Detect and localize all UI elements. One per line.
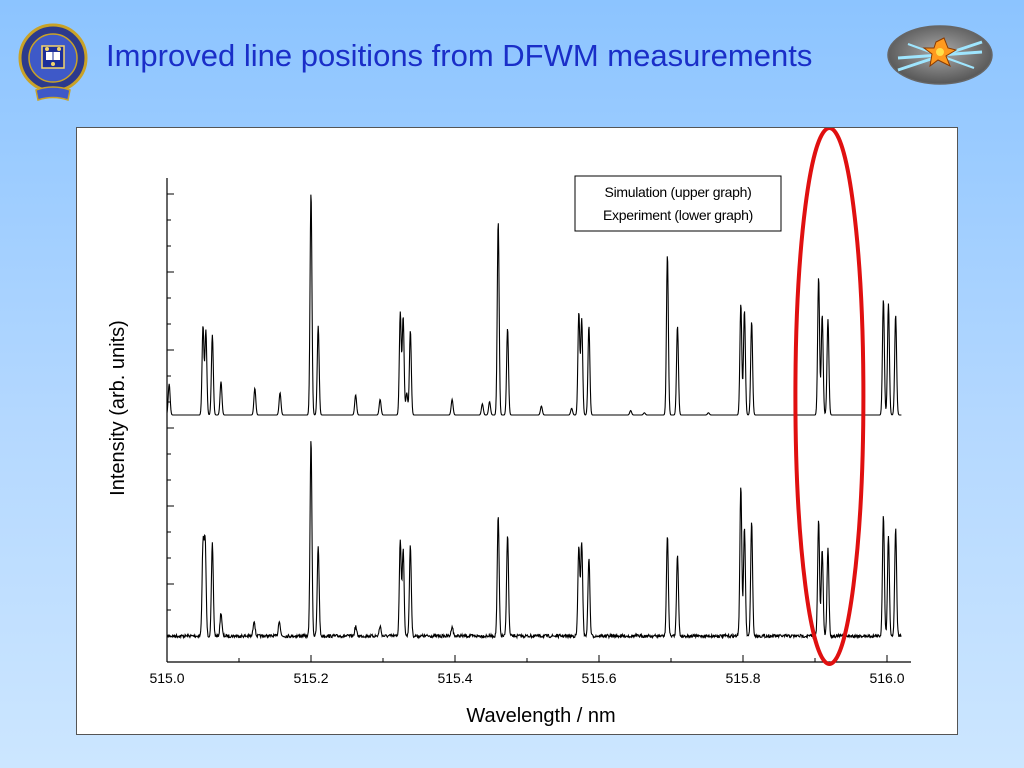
series-line-simulation (166, 194, 902, 416)
spectrum-chart: 515.0 515.2 515.4 515.6 515.8 516.0 Wavelengt… (107, 128, 911, 727)
series-line-experiment (166, 441, 902, 640)
x-tick-label: 515.4 (437, 670, 472, 686)
chart-panel: 515.0 515.2 515.4 515.6 515.8 516.0 Wavelengt… (76, 127, 958, 735)
x-tick-label: 515.2 (293, 670, 328, 686)
plot-series (166, 194, 902, 640)
molecule-laser-emblem-icon (887, 25, 993, 85)
x-tick-label: 515.8 (725, 670, 760, 686)
x-axis-title: Wavelength / nm (466, 705, 615, 727)
x-tick-label: 515.0 (149, 670, 184, 686)
university-crest-icon (18, 23, 88, 101)
axes (166, 178, 911, 663)
legend-entry-experiment: Experiment (lower graph) (603, 207, 753, 223)
y-axis-title: Intensity (arb. units) (107, 320, 129, 496)
x-tick-label: 516.0 (869, 670, 904, 686)
legend-entry-simulation: Simulation (upper graph) (605, 184, 752, 200)
legend: Simulation (upper graph) Experiment (low… (574, 175, 782, 232)
slide-title: Improved line positions from DFWM measur… (106, 38, 813, 73)
x-tick-labels: 515.0 515.2 515.4 515.6 515.8 516.0 (149, 670, 904, 686)
highlight-ellipse (793, 128, 866, 666)
x-tick-label: 515.6 (581, 670, 616, 686)
legend-box (574, 175, 782, 232)
